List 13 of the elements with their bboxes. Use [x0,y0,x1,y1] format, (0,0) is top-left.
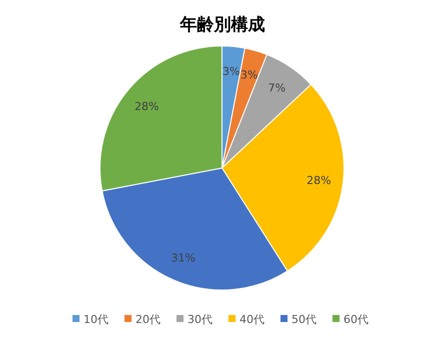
data-label: 28% [306,174,332,188]
legend-label: 50代 [292,313,316,326]
legend-label: 10代 [84,313,108,326]
legend-label: 40代 [240,313,264,326]
data-label: 28% [134,100,160,113]
data-label: 3% [222,64,240,78]
data-label: 7% [268,81,286,94]
data-label: 31% [171,252,196,265]
legend-label: 20代 [136,313,160,326]
data-label: 3% [240,68,258,82]
chart-title: 年齢別構成 [179,15,265,35]
legend-label: 60代 [344,313,368,326]
legend-label: 30代 [188,313,212,326]
